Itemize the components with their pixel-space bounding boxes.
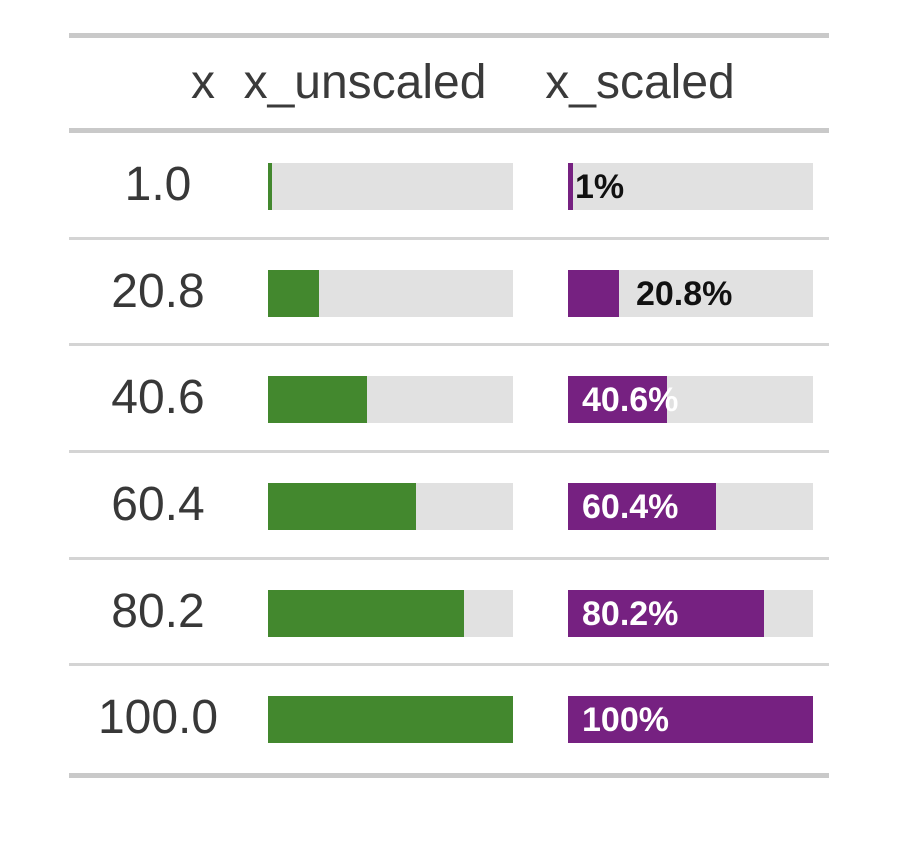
- unscaled-bar-fill: [268, 482, 416, 530]
- x-value: 20.8: [111, 264, 205, 318]
- bottom-rule: [69, 773, 829, 778]
- table-body: 1.0 1% 20.8 20.8% 40.6 40.6% 60.4: [69, 133, 829, 773]
- scaled-bar-fill: [568, 482, 716, 530]
- unscaled-bar-track: [268, 269, 513, 317]
- table-row: 60.4 60.4%: [69, 453, 829, 560]
- scaled-bar-fill: [568, 376, 668, 424]
- top-rule: [69, 33, 829, 38]
- unscaled-bar-fill: [268, 696, 513, 744]
- unscaled-bar-track: [268, 163, 513, 210]
- scaled-bar-track: 40.6%: [568, 376, 813, 424]
- unscaled-bar-track: [268, 482, 513, 530]
- table-row: 100.0 100%: [69, 666, 829, 773]
- table-row: 1.0 1%: [69, 133, 829, 240]
- x-value: 40.6: [111, 371, 205, 425]
- column-header-x-unscaled: x_unscaled: [243, 56, 487, 109]
- header-bottom-rule: [69, 128, 829, 133]
- plot-table: x x_unscaled x_scaled 1.0 1% 20.8 20.8% …: [69, 0, 829, 842]
- x-value: 80.2: [111, 584, 205, 638]
- scaled-bar-label: 80.2%: [582, 594, 679, 633]
- scaled-bar-track: 60.4%: [568, 482, 813, 530]
- scaled-bar-label: 1%: [575, 168, 625, 206]
- scaled-bar-track: 100%: [568, 696, 813, 744]
- x-value: 1.0: [124, 158, 192, 211]
- scaled-bar-track: 80.2%: [568, 589, 813, 637]
- x-value: 100.0: [97, 691, 219, 745]
- scaled-bar-fill: [568, 696, 813, 744]
- table-row: 80.2 80.2%: [69, 560, 829, 667]
- scaled-bar-track: 1%: [568, 163, 813, 210]
- scaled-bar-fill: [568, 163, 573, 210]
- scaled-bar-fill: [568, 589, 765, 637]
- table-row: 40.6 40.6%: [69, 346, 829, 453]
- unscaled-bar-track: [268, 589, 513, 637]
- unscaled-bar-track: [268, 376, 513, 424]
- unscaled-bar-track: [268, 696, 513, 744]
- scaled-bar-fill: [568, 269, 619, 317]
- scaled-bar-label: 100%: [582, 701, 669, 740]
- unscaled-bar-fill: [268, 269, 319, 317]
- scaled-bar-track: 20.8%: [568, 269, 813, 317]
- column-header-x: x: [191, 56, 215, 109]
- unscaled-bar-fill: [268, 589, 465, 637]
- unscaled-bar-fill: [268, 376, 368, 424]
- column-header-x-scaled: x_scaled: [545, 56, 735, 109]
- table-row: 20.8 20.8%: [69, 240, 829, 347]
- unscaled-bar-fill: [268, 163, 272, 210]
- scaled-bar-label: 60.4%: [582, 487, 679, 526]
- table-header-row: x x_unscaled x_scaled: [69, 38, 829, 128]
- x-value: 60.4: [111, 477, 205, 531]
- scaled-bar-label: 40.6%: [582, 381, 679, 420]
- scaled-bar-label: 20.8%: [635, 274, 733, 313]
